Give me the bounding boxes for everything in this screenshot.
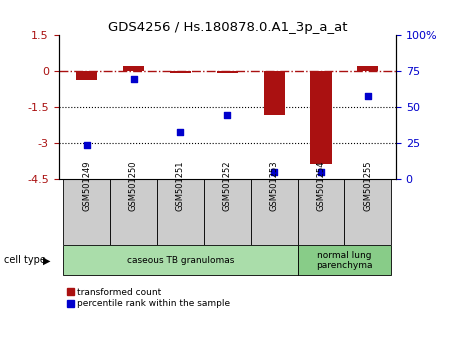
Bar (110, 179, 157, 245)
Text: GSM501254: GSM501254 (316, 160, 325, 211)
Text: GSM501252: GSM501252 (223, 160, 232, 211)
Bar (251, 179, 297, 245)
Point (317, 169, 324, 175)
Point (270, 169, 278, 175)
Bar (344, 179, 392, 245)
Text: ▶: ▶ (43, 256, 50, 266)
Legend: transformed count, percentile rank within the sample: transformed count, percentile rank withi… (63, 284, 234, 312)
Bar (63, 245, 297, 275)
Point (130, 76, 137, 81)
Bar (217, 72, 238, 73)
Title: GDS4256 / Hs.180878.0.A1_3p_a_at: GDS4256 / Hs.180878.0.A1_3p_a_at (108, 21, 347, 34)
Text: cell type: cell type (4, 256, 46, 266)
Bar (204, 179, 251, 245)
Point (224, 112, 231, 118)
Bar (297, 245, 392, 275)
Bar (310, 72, 332, 164)
Bar (357, 66, 378, 72)
Text: GSM501255: GSM501255 (364, 160, 373, 211)
Bar (157, 179, 204, 245)
Bar (297, 179, 344, 245)
Bar (170, 72, 191, 73)
Text: GSM501253: GSM501253 (270, 160, 279, 211)
Text: caseous TB granulomas: caseous TB granulomas (127, 256, 234, 265)
Text: GSM501250: GSM501250 (129, 160, 138, 211)
Bar (76, 72, 97, 80)
Bar (123, 66, 144, 72)
Bar (63, 179, 110, 245)
Text: normal lung
parenchyma: normal lung parenchyma (316, 251, 373, 270)
Text: GSM501251: GSM501251 (176, 160, 185, 211)
Point (364, 93, 372, 99)
Text: GSM501249: GSM501249 (82, 160, 91, 211)
Point (177, 129, 184, 135)
Point (83, 142, 90, 148)
Bar (264, 72, 285, 115)
